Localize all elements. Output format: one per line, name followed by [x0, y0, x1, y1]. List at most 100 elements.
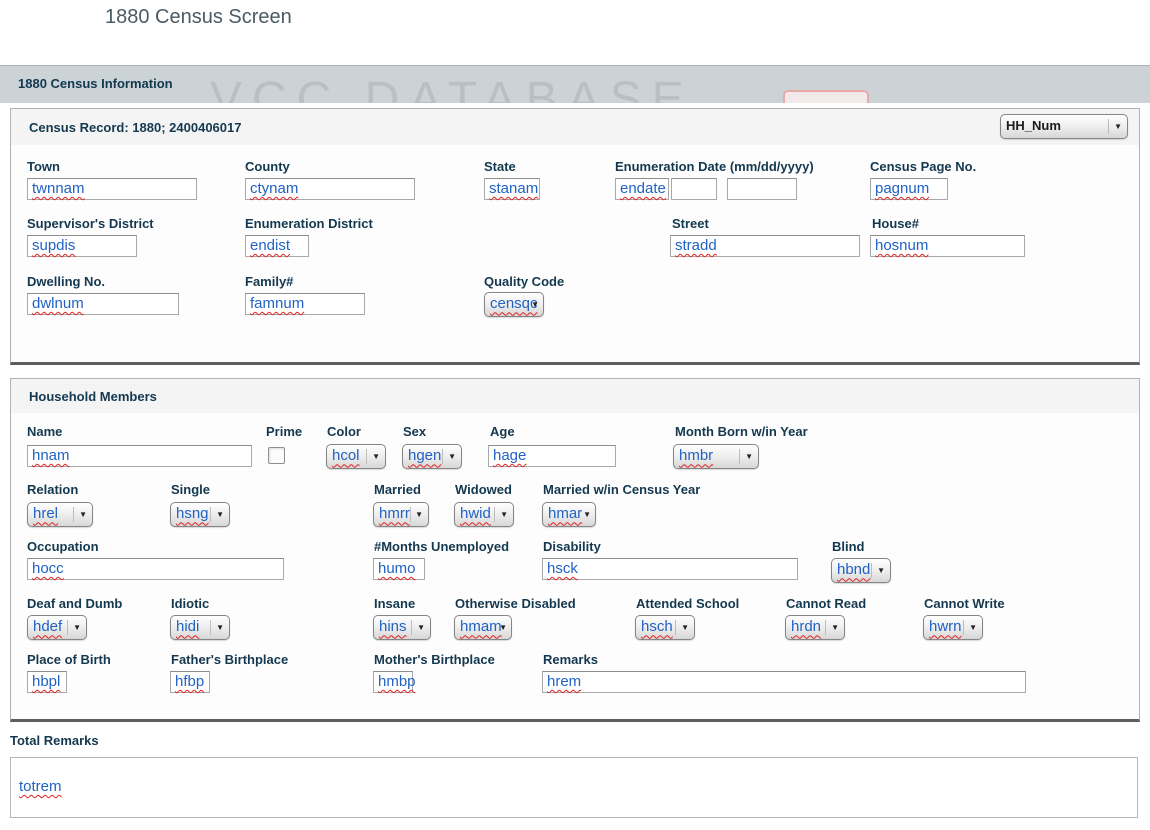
blind-select[interactable]: hbnd ▼ — [831, 558, 891, 583]
place-of-birth-input[interactable]: hbpl — [27, 671, 67, 693]
color-select[interactable]: hcol ▼ — [326, 444, 386, 469]
hidden-button[interactable] — [783, 90, 869, 103]
insane-select[interactable]: hins ▼ — [373, 615, 431, 640]
otherwise-disabled-select[interactable]: hmam ▼ — [454, 615, 512, 640]
chevron-down-icon: ▼ — [216, 509, 224, 519]
month-born-select[interactable]: hmbr ▼ — [673, 444, 759, 469]
hh-num-select[interactable]: HH_Num ▼ — [1000, 114, 1128, 139]
chevron-down-icon: ▼ — [499, 622, 507, 632]
married-within-census-label: Married w/in Census Year — [543, 482, 701, 497]
chevron-down-icon: ▼ — [969, 622, 977, 632]
chevron-down-icon: ▼ — [500, 509, 508, 519]
census-record-header: Census Record: 1880; 2400406017 — [11, 109, 1139, 145]
county-label: County — [245, 159, 290, 174]
chevron-down-icon: ▼ — [681, 622, 689, 632]
chevron-down-icon: ▼ — [216, 622, 224, 632]
family-number-input[interactable]: famnum — [245, 293, 365, 315]
street-label: Street — [672, 216, 709, 231]
family-number-label: Family# — [245, 274, 294, 289]
name-label: Name — [27, 424, 63, 439]
state-input[interactable]: stanam — [484, 178, 540, 200]
place-of-birth-label: Place of Birth — [27, 652, 111, 667]
enumeration-date-year-input[interactable] — [727, 178, 797, 200]
chevron-down-icon: ▼ — [877, 565, 885, 575]
married-select[interactable]: hmrr ▼ — [373, 502, 429, 527]
deaf-and-dumb-label: Deaf and Dumb — [27, 596, 123, 611]
prime-checkbox[interactable] — [268, 447, 285, 464]
dwelling-number-label: Dwelling No. — [27, 274, 105, 289]
census-page-input[interactable]: pagnum — [870, 178, 948, 200]
widowed-select[interactable]: hwid ▼ — [454, 502, 514, 527]
age-input[interactable]: hage — [488, 445, 616, 467]
watermark-text: VCC DATABASE — [210, 73, 694, 103]
occupation-input[interactable]: hocc — [27, 558, 284, 580]
sex-select[interactable]: hgen ▼ — [402, 444, 462, 469]
chevron-down-icon: ▼ — [531, 299, 539, 309]
household-members-title: Household Members — [29, 389, 157, 404]
chevron-down-icon: ▼ — [417, 622, 425, 632]
dropdown-divider — [1108, 119, 1110, 134]
quality-code-select[interactable]: censqc ▼ — [484, 292, 544, 317]
remarks-input[interactable]: hrem — [542, 671, 1026, 693]
town-label: Town — [27, 159, 60, 174]
fathers-birthplace-input[interactable]: hfbp — [170, 671, 210, 693]
chevron-down-icon: ▼ — [415, 509, 423, 519]
age-label: Age — [490, 424, 515, 439]
chevron-down-icon: ▼ — [372, 451, 380, 461]
enumeration-date-month-input[interactable]: endate — [615, 178, 669, 200]
married-label: Married — [374, 482, 421, 497]
relation-label: Relation — [27, 482, 79, 497]
months-unemployed-label: #Months Unemployed — [374, 539, 510, 554]
month-born-label: Month Born w/in Year — [675, 424, 808, 439]
married-within-census-select[interactable]: hmar ▼ — [542, 502, 596, 527]
cannot-read-select[interactable]: hrdn ▼ — [785, 615, 845, 640]
name-input[interactable]: hnam — [27, 445, 252, 467]
supervisors-district-input[interactable]: supdis — [27, 235, 137, 257]
single-select[interactable]: hsng ▼ — [170, 502, 230, 527]
idiotic-label: Idiotic — [171, 596, 210, 611]
enumeration-date-day-input[interactable] — [671, 178, 717, 200]
occupation-label: Occupation — [27, 539, 99, 554]
months-unemployed-input[interactable]: humo — [373, 558, 425, 580]
cannot-write-label: Cannot Write — [924, 596, 1005, 611]
census-page-label: Census Page No. — [870, 159, 977, 174]
section-banner: 1880 Census Information VCC DATABASE — [0, 65, 1150, 103]
cannot-read-label: Cannot Read — [786, 596, 867, 611]
enumeration-district-input[interactable]: endist — [245, 235, 309, 257]
house-number-input[interactable]: hosnum — [870, 235, 1025, 257]
enumeration-date-label: Enumeration Date (mm/dd/yyyy) — [615, 159, 814, 174]
dwelling-number-input[interactable]: dwlnum — [27, 293, 179, 315]
widowed-label: Widowed — [455, 482, 512, 497]
mothers-birthplace-input[interactable]: hmbp — [373, 671, 416, 693]
chevron-down-icon: ▼ — [79, 509, 87, 519]
prime-label: Prime — [266, 424, 303, 439]
chevron-down-icon: ▼ — [745, 451, 753, 461]
chevron-down-icon: ▼ — [448, 451, 456, 461]
county-input[interactable]: ctynam — [245, 178, 415, 200]
state-label: State — [484, 159, 516, 174]
remarks-label: Remarks — [543, 652, 598, 667]
total-remarks-textarea[interactable]: totrem — [10, 757, 1138, 818]
town-input[interactable]: twnnam — [27, 178, 197, 200]
blind-label: Blind — [832, 539, 865, 554]
idiotic-select[interactable]: hidi ▼ — [170, 615, 230, 640]
total-remarks-label: Total Remarks — [10, 733, 99, 748]
relation-select[interactable]: hrel ▼ — [27, 502, 93, 527]
quality-code-label: Quality Code — [484, 274, 565, 289]
supervisors-district-label: Supervisor's District — [27, 216, 154, 231]
cannot-write-select[interactable]: hwrn ▼ — [923, 615, 983, 640]
household-members-header: Household Members — [11, 379, 1139, 413]
single-label: Single — [171, 482, 211, 497]
disability-input[interactable]: hsck — [542, 558, 798, 580]
attended-school-label: Attended School — [636, 596, 740, 611]
house-number-label: House# — [872, 216, 919, 231]
banner-title: 1880 Census Information — [18, 76, 173, 91]
disability-label: Disability — [543, 539, 601, 554]
chevron-down-icon: ▼ — [73, 622, 81, 632]
attended-school-select[interactable]: hsch ▼ — [635, 615, 695, 640]
page-title: 1880 Census Screen — [105, 6, 292, 28]
street-input[interactable]: stradd — [670, 235, 860, 257]
enumeration-district-label: Enumeration District — [245, 216, 373, 231]
deaf-and-dumb-select[interactable]: hdef ▼ — [27, 615, 87, 640]
